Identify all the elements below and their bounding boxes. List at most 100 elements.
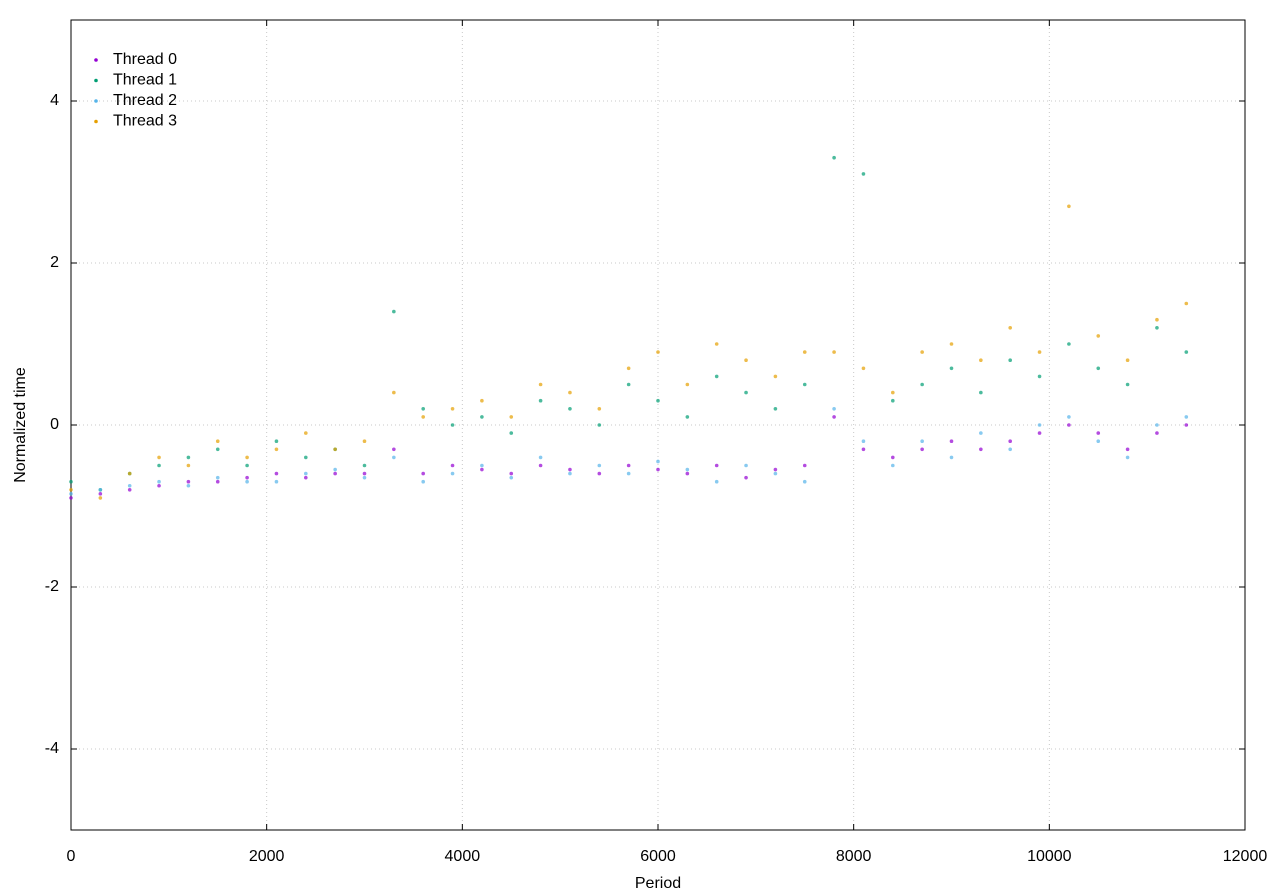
data-point [480, 398, 484, 403]
data-point [714, 374, 719, 379]
data-point [538, 463, 543, 468]
data-point [509, 415, 514, 419]
data-point [538, 455, 543, 460]
data-point [127, 488, 132, 492]
data-point [920, 382, 924, 387]
data-point [744, 475, 748, 480]
y-tick-label: -4 [45, 740, 59, 757]
data-point [245, 455, 249, 460]
data-point [626, 463, 631, 468]
data-point [245, 463, 249, 468]
data-point [421, 479, 426, 484]
data-point [1008, 439, 1012, 444]
data-point [1096, 439, 1101, 444]
data-point [1155, 423, 1159, 427]
data-point [215, 475, 220, 480]
data-point [304, 475, 308, 480]
data-point [450, 471, 455, 476]
data-point [98, 496, 103, 500]
data-point [773, 467, 778, 472]
data-point [362, 475, 367, 480]
data-point [1125, 455, 1130, 460]
data-point [891, 455, 895, 460]
data-point [685, 471, 690, 476]
data-point [891, 390, 895, 395]
data-point [656, 467, 660, 472]
data-point [656, 398, 660, 403]
y-tick-label: 4 [50, 92, 59, 109]
data-point [392, 390, 396, 395]
data-point [304, 471, 308, 476]
data-point [1125, 382, 1130, 387]
data-point [1067, 423, 1071, 427]
data-point [832, 415, 836, 419]
data-point [568, 471, 572, 476]
data-point [98, 492, 103, 496]
data-point [538, 382, 543, 387]
data-point [979, 358, 983, 363]
data-point [861, 366, 866, 371]
data-point [949, 439, 954, 444]
data-point [274, 439, 279, 444]
data-point [304, 455, 308, 460]
data-point [538, 398, 543, 403]
data-point [597, 423, 602, 427]
data-point [98, 488, 103, 492]
legend-label: Thread 1 [113, 72, 177, 89]
data-point [450, 423, 455, 427]
data-point [245, 475, 249, 480]
data-point [274, 447, 279, 452]
data-point [421, 415, 426, 419]
x-tick-label: 2000 [249, 848, 285, 865]
data-point [186, 479, 191, 484]
x-tick-label: 8000 [836, 848, 872, 865]
data-point [1008, 358, 1012, 363]
x-tick-label: 4000 [445, 848, 481, 865]
data-point [685, 382, 690, 387]
data-point [685, 415, 690, 419]
data-point [392, 309, 396, 314]
data-point [802, 479, 807, 484]
data-point [949, 366, 954, 371]
data-point [949, 342, 954, 346]
data-point [362, 471, 367, 476]
data-point [861, 439, 866, 444]
data-point [832, 155, 836, 160]
data-point [1125, 447, 1130, 452]
data-point [597, 407, 602, 411]
data-point [186, 463, 191, 468]
data-point [1037, 423, 1042, 427]
data-point [1155, 326, 1159, 330]
x-tick-label: 0 [67, 848, 76, 865]
data-point [744, 358, 748, 363]
legend-marker [94, 58, 98, 62]
data-point [773, 471, 778, 476]
data-point [773, 374, 778, 379]
data-point [891, 463, 895, 468]
data-point [1037, 350, 1042, 354]
data-point [509, 475, 514, 480]
data-point [1096, 431, 1101, 435]
data-point [920, 447, 924, 452]
data-point [509, 471, 514, 476]
data-point [1155, 317, 1159, 322]
data-point [802, 382, 807, 387]
data-point [920, 439, 924, 444]
data-point [568, 390, 572, 395]
data-point [1008, 447, 1012, 452]
data-point [509, 431, 514, 435]
data-point [157, 479, 161, 484]
data-point [1037, 431, 1042, 435]
data-point [891, 398, 895, 403]
data-point [861, 172, 866, 176]
data-point [1096, 366, 1101, 371]
data-point [832, 407, 836, 411]
data-point [1184, 415, 1189, 419]
data-point [450, 407, 455, 411]
data-point [450, 463, 455, 468]
data-point [157, 483, 161, 488]
data-point [480, 467, 484, 472]
data-point [979, 447, 983, 452]
data-point [1125, 358, 1130, 363]
